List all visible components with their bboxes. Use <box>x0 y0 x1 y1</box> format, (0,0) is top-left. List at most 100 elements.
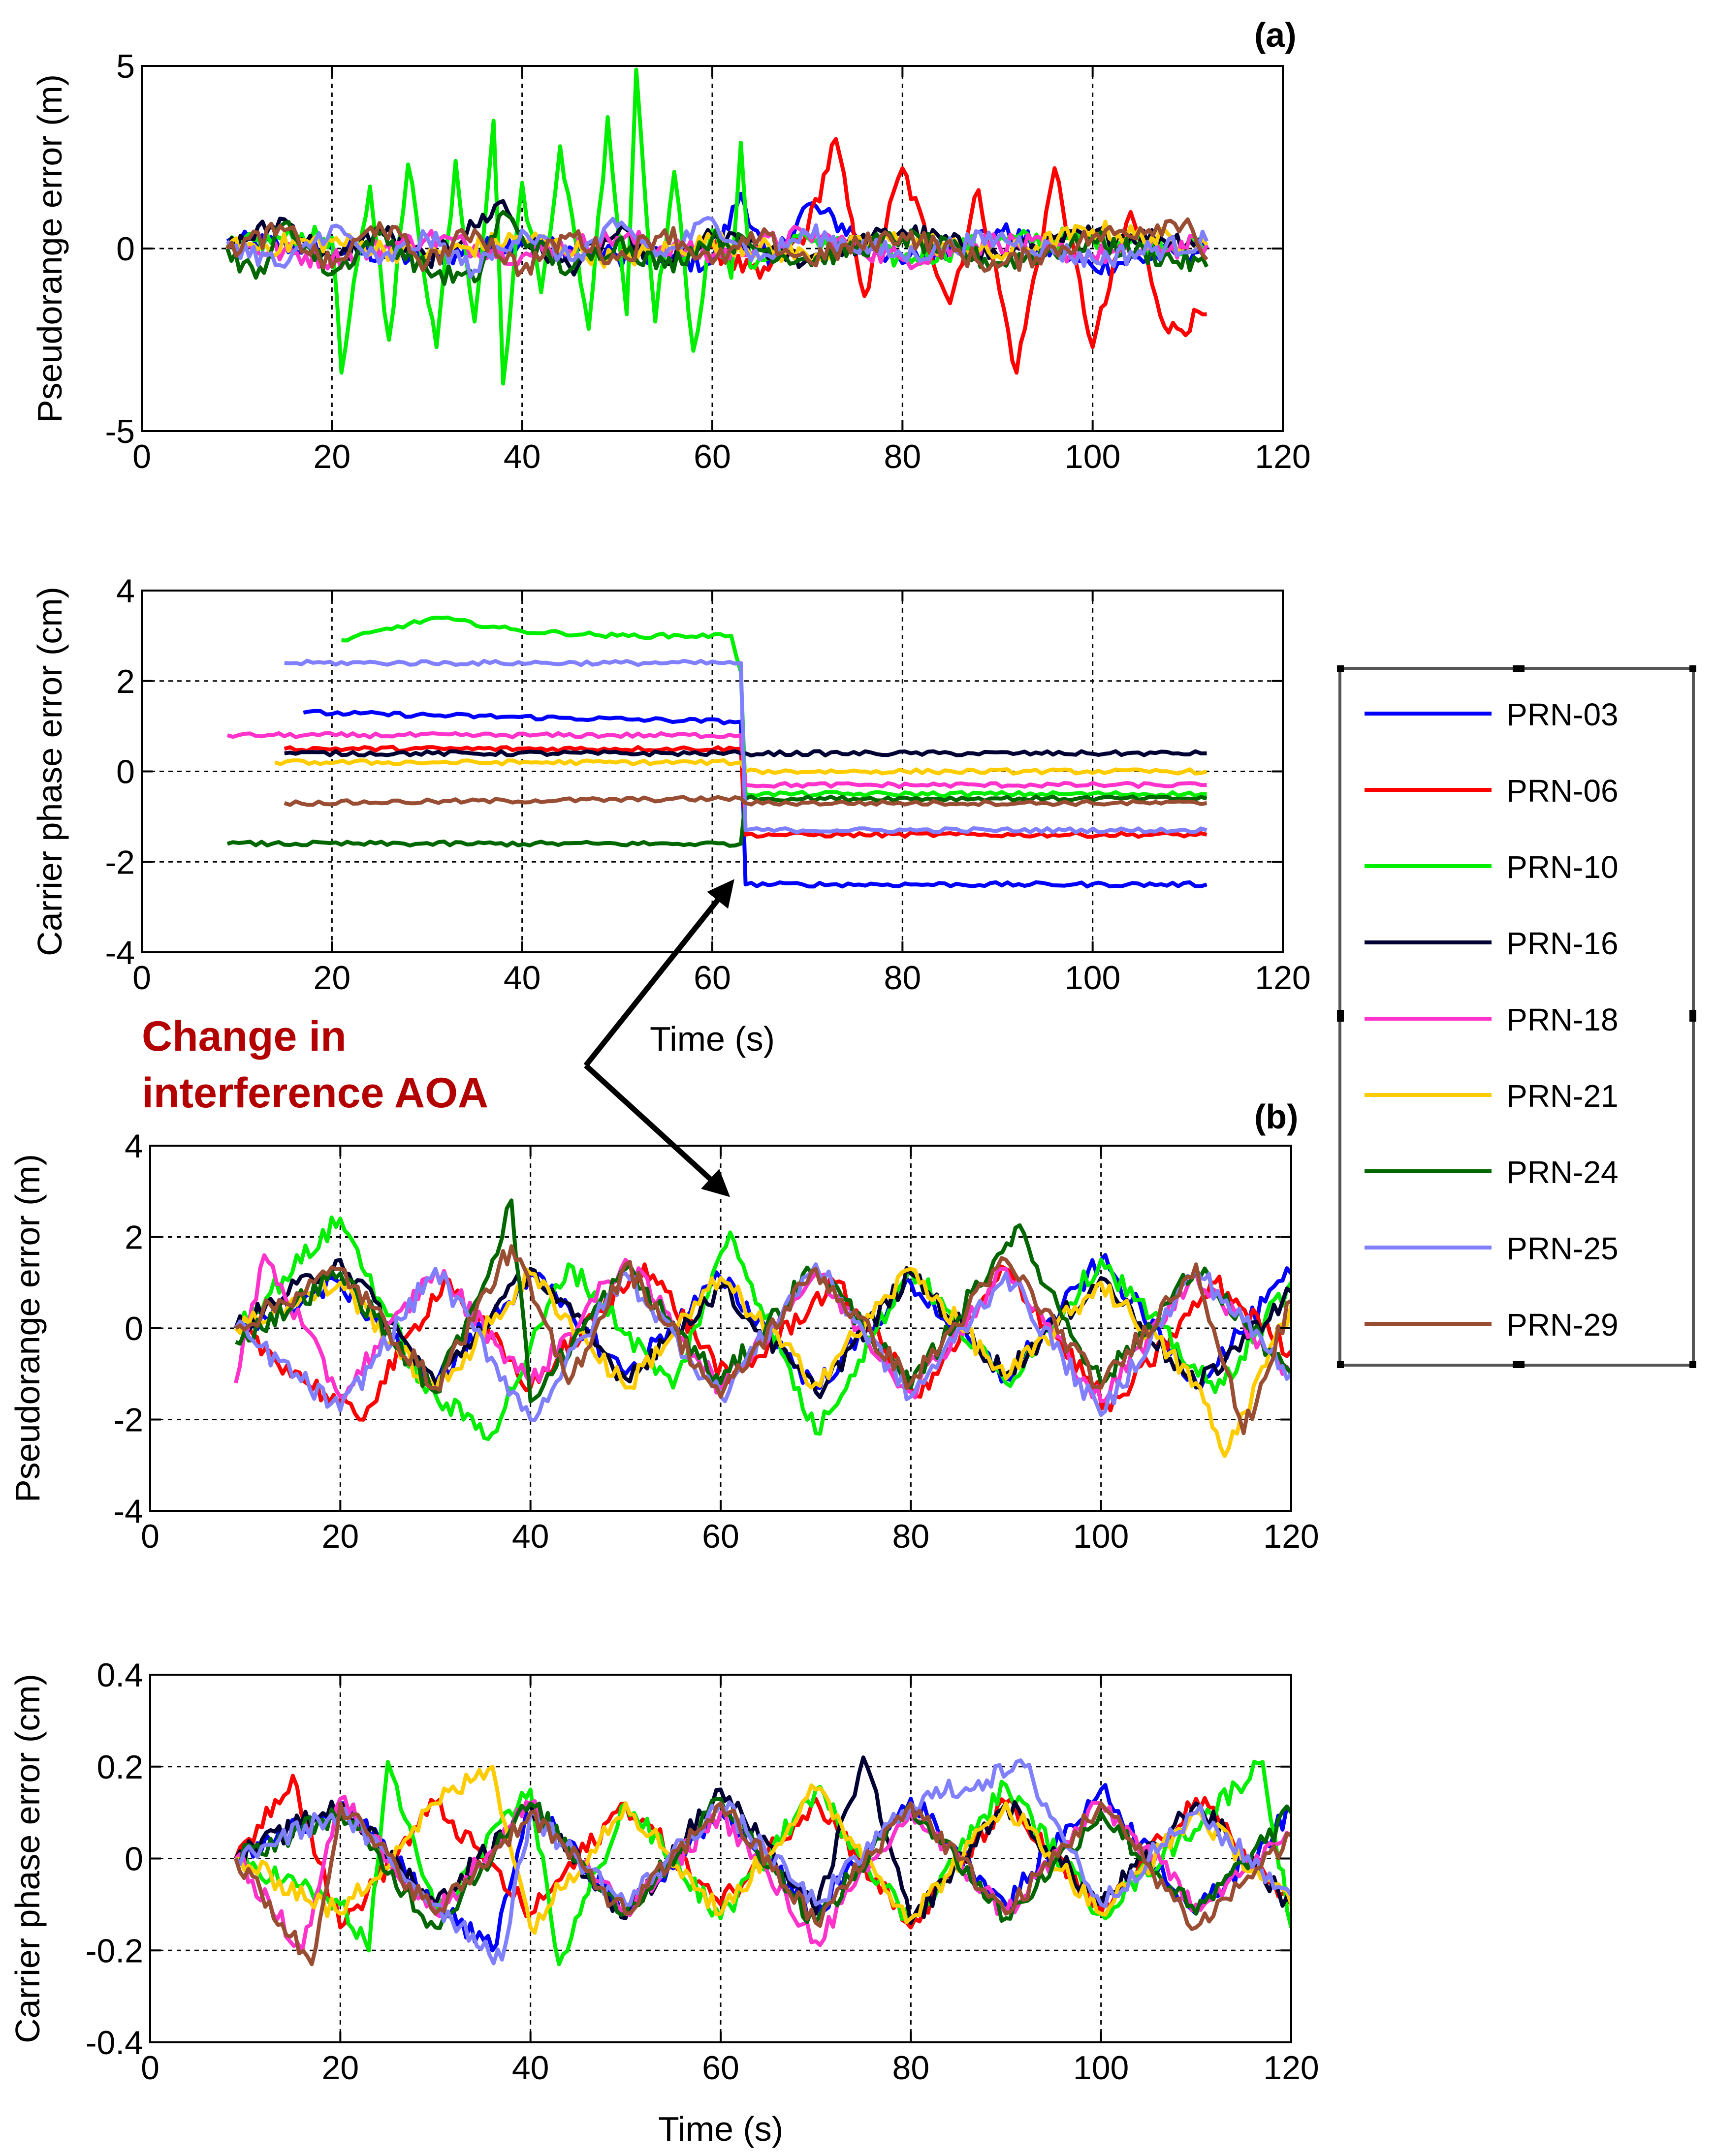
chart-b-pseudorange: 0 20 40 60 80 100 120 -4 -2 0 2 4 Pseudorange error … <box>8 1127 1319 1555</box>
y-tick-label: -2 <box>114 1402 143 1439</box>
x-tick-label: 100 <box>1065 959 1120 997</box>
series-line-prn-10 <box>234 1759 1291 1967</box>
legend-label: PRN-10 <box>1506 849 1619 885</box>
x-tick-label: 80 <box>884 959 922 997</box>
x-tick-label: 60 <box>694 438 731 475</box>
series-line-prn-03 <box>303 709 1208 889</box>
series-line-prn-29 <box>234 1244 1291 1436</box>
y-axis-label: Pseudorange error (m) <box>8 1154 47 1502</box>
legend-label: PRN-25 <box>1506 1231 1619 1266</box>
x-tick-label: 40 <box>512 2049 549 2087</box>
x-tick-label: 100 <box>1073 2049 1129 2087</box>
y-tick-label: -4 <box>114 1493 143 1530</box>
legend-item: PRN-06 <box>1365 773 1619 809</box>
legend-label: PRN-24 <box>1506 1155 1619 1190</box>
y-tick-label: 0 <box>125 1310 143 1347</box>
x-tick-label: 0 <box>132 438 151 475</box>
series-line-prn-21 <box>274 758 1208 776</box>
legend-item: PRN-16 <box>1365 926 1619 961</box>
x-tick-label: 60 <box>702 2049 739 2087</box>
x-tick-label: 120 <box>1263 2049 1319 2087</box>
legend-item: PRN-25 <box>1365 1231 1619 1266</box>
x-tick-label: 40 <box>504 959 541 997</box>
legend-item: PRN-24 <box>1365 1155 1619 1190</box>
y-tick-label: 0 <box>125 1841 143 1878</box>
x-tick-label: 20 <box>322 1518 359 1555</box>
x-tick-label: 100 <box>1073 1518 1129 1555</box>
y-axis-label: Carrier phase error (cm) <box>8 1674 47 2043</box>
y-tick-label: 2 <box>125 1219 143 1256</box>
x-tick-label: 20 <box>322 2049 359 2087</box>
legend-label: PRN-06 <box>1506 773 1619 809</box>
legend-item: PRN-10 <box>1365 849 1619 885</box>
series-line-prn-29 <box>234 1801 1291 1967</box>
x-tick-label: 20 <box>314 438 351 475</box>
legend-handle[interactable] <box>1689 1010 1696 1022</box>
series-group <box>226 615 1208 889</box>
panel-label-a: (a) <box>1254 16 1297 54</box>
legend-label: PRN-03 <box>1506 697 1619 732</box>
y-axis-label: Pseudorange error (m) <box>31 74 69 423</box>
legend-label: PRN-16 <box>1506 926 1619 961</box>
legend-handle[interactable] <box>1337 1361 1344 1368</box>
y-axis-label: Carrier phase error (cm) <box>31 587 69 956</box>
x-tick-label: 40 <box>512 1518 549 1555</box>
x-tick-label: 40 <box>504 438 541 475</box>
legend-item: PRN-18 <box>1365 1002 1619 1037</box>
series-line-prn-25 <box>234 1758 1291 1966</box>
legend-label: PRN-18 <box>1506 1002 1619 1037</box>
x-tick-label: 120 <box>1263 1518 1319 1555</box>
y-tick-label: -0.4 <box>86 2024 143 2062</box>
annotation-arrows <box>583 879 734 1197</box>
chart-a-carrier-phase: 0 20 40 60 80 100 120 -4 -2 0 2 4 Carrier phase erro… <box>31 572 1311 1058</box>
series-line-prn-25 <box>225 216 1209 279</box>
arrow-to-panel-b <box>584 1063 731 1197</box>
series-group <box>234 1198 1291 1458</box>
legend-label: PRN-21 <box>1506 1078 1619 1114</box>
annotation-line-1: Change in <box>142 1013 347 1060</box>
x-tick-label: 100 <box>1065 438 1120 475</box>
series-line-prn-10 <box>341 615 1207 798</box>
legend-item: PRN-21 <box>1365 1078 1619 1114</box>
x-tick-label: 80 <box>884 438 922 475</box>
legend-handle[interactable] <box>1513 1361 1525 1368</box>
y-tick-label: 5 <box>116 48 135 85</box>
x-tick-label: 120 <box>1255 438 1310 475</box>
series-line-prn-29 <box>225 217 1208 278</box>
y-tick-label: -0.2 <box>86 1932 143 1969</box>
y-tick-label: 0 <box>116 753 135 791</box>
y-tick-label: 2 <box>116 663 135 700</box>
y-tick-label: -2 <box>105 844 135 881</box>
legend-item: PRN-03 <box>1365 697 1619 732</box>
y-tick-label: -4 <box>105 934 135 971</box>
x-tick-label: 20 <box>314 959 351 997</box>
x-tick-label: 80 <box>892 1518 930 1555</box>
panel-label-b: (b) <box>1254 1097 1298 1136</box>
annotation-line-2: interference AOA <box>142 1069 488 1117</box>
legend-handle[interactable] <box>1337 665 1344 672</box>
x-tick-label: 60 <box>694 959 731 997</box>
series-line-prn-24 <box>226 794 1208 848</box>
x-tick-label: 60 <box>702 1518 739 1555</box>
x-axis-label: Time (s) <box>650 1020 775 1058</box>
y-tick-label: 0 <box>116 230 135 268</box>
series-line-prn-25 <box>284 658 1208 835</box>
legend-handle[interactable] <box>1689 1361 1696 1368</box>
x-tick-label: 120 <box>1255 959 1310 997</box>
y-tick-label: 0.2 <box>96 1749 143 1786</box>
legend-handle[interactable] <box>1689 665 1696 672</box>
chart-b-carrier-phase: 0 20 40 60 80 100 120 -0.4 -0.2 0 0.2 0.4 Carrier ph… <box>8 1656 1319 2148</box>
series-line-prn-18 <box>226 731 1207 789</box>
legend-handle[interactable] <box>1513 665 1525 672</box>
y-tick-label: -5 <box>105 413 135 450</box>
series-group <box>234 1755 1291 1967</box>
x-tick-label: 0 <box>132 959 151 997</box>
arrow-to-panel-a <box>583 879 734 1067</box>
legend-handle[interactable] <box>1337 1010 1344 1022</box>
legend: PRN-03 PRN-06 PRN-10 PRN-16 PRN-18 PRN-21 PRN-… <box>1337 665 1696 1368</box>
y-tick-label: 0.4 <box>96 1656 143 1694</box>
series-line-prn-29 <box>284 795 1208 808</box>
legend-label: PRN-29 <box>1506 1307 1619 1343</box>
